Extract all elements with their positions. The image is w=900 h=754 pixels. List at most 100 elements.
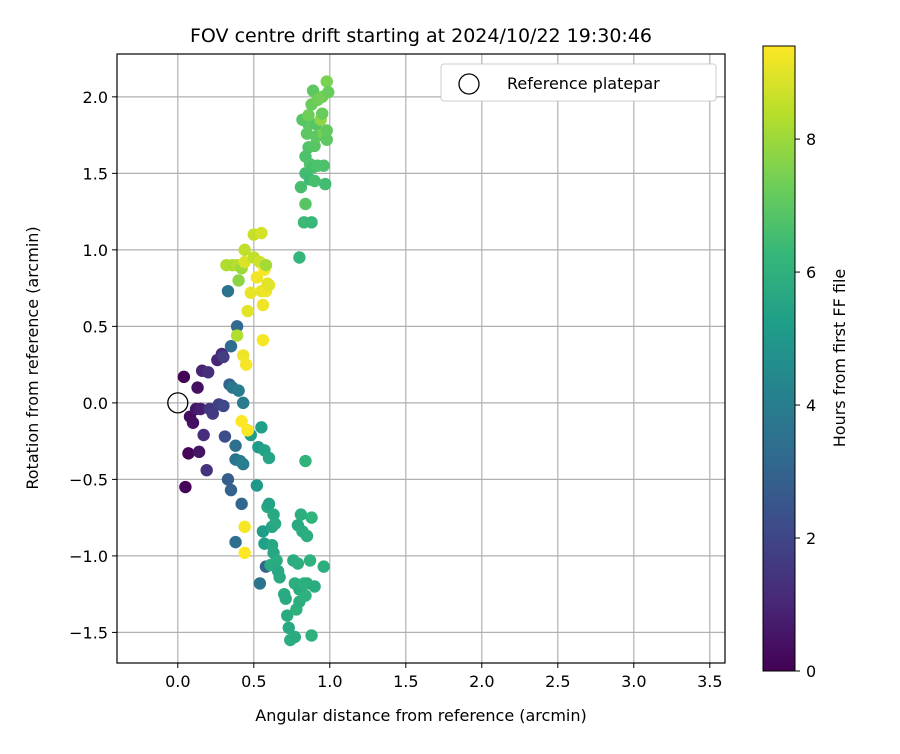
y-tick-label-4: 0.5 <box>83 317 108 336</box>
colorbar-gradient <box>762 45 796 672</box>
scatter-point-123 <box>241 304 254 318</box>
x-axis-ticks: 0.0 0.5 1.0 1.5 2.0 2.5 3.0 3.5 <box>165 663 723 691</box>
x-tick-label-3: 1.5 <box>393 672 418 691</box>
legend-marker-reference <box>458 73 480 95</box>
scatter-point-6 <box>191 381 204 394</box>
scatter-point-83 <box>293 251 306 264</box>
colorbar-tick-label-2: 4 <box>806 396 816 415</box>
scatter-point-4 <box>186 416 200 429</box>
scatter-point-27 <box>229 535 242 549</box>
scatter-point-41 <box>256 525 270 538</box>
scatter-point-78 <box>305 511 318 524</box>
scatter-point-143 <box>230 329 244 342</box>
scatter-point-1 <box>179 480 192 494</box>
scatter-point-82 <box>253 577 267 590</box>
colorbar-tick-label-1: 2 <box>806 529 816 548</box>
scatter-point-107 <box>319 177 332 191</box>
scatter-point-60 <box>282 621 295 635</box>
x-tick-label-1: 0.5 <box>241 672 266 691</box>
y-tick-label-7: 2.0 <box>83 88 108 107</box>
scatter-point-124 <box>244 286 257 299</box>
scatter-point-80 <box>308 580 321 593</box>
scatter-point-11 <box>200 464 213 477</box>
scatter-point-2 <box>182 447 195 460</box>
scatter-point-97 <box>308 174 321 188</box>
y-axis-label: Rotation from reference (arcmin) <box>23 226 42 489</box>
scatter-point-14 <box>206 407 219 420</box>
x-axis-label: Angular distance from reference (arcmin) <box>255 706 586 725</box>
y-tick-label-1: −1.0 <box>69 547 108 566</box>
scatter-point-140 <box>241 424 254 437</box>
scatter-point-109 <box>320 75 333 88</box>
scatter-point-76 <box>299 454 312 468</box>
chart-title: FOV centre drift starting at 2024/10/22 … <box>190 25 652 47</box>
scatter-point-84 <box>294 180 308 194</box>
y-tick-label-6: 1.5 <box>83 164 108 183</box>
scatter-point-119 <box>232 274 245 287</box>
scatter-point-12 <box>202 366 215 379</box>
colorbar-ticks: 0 2 4 6 8 <box>795 130 816 681</box>
scatter-point-81 <box>317 560 330 573</box>
scatter-point-0 <box>177 370 191 384</box>
scatter-point-136 <box>256 333 270 347</box>
scatter-point-20 <box>218 430 232 443</box>
scatter-point-108 <box>320 133 333 146</box>
scatter-point-127 <box>250 271 264 284</box>
scatter-point-54 <box>270 554 283 567</box>
scatter-point-31 <box>232 384 245 397</box>
colorbar-tick-label-0: 0 <box>806 662 816 681</box>
scatter-point-64 <box>288 630 302 644</box>
scatter-point-86 <box>299 197 312 211</box>
colorbar-tick-label-3: 6 <box>806 263 816 282</box>
scatter-point-121 <box>238 243 251 257</box>
scatter-point-29 <box>230 320 244 333</box>
x-tick-label-0: 0.0 <box>165 672 190 691</box>
scatter-point-28 <box>229 439 242 452</box>
y-axis-ticks: −1.5 −1.0 −0.5 0.0 0.5 1.0 1.5 2.0 <box>69 88 117 642</box>
scatter-point-144 <box>259 258 273 272</box>
scatter-point-7 <box>194 402 207 416</box>
scatter-point-92 <box>305 216 318 229</box>
x-tick-label-6: 3.0 <box>621 672 646 691</box>
scatter-point-70 <box>294 508 308 521</box>
scatter-point-103 <box>316 107 329 120</box>
colorbar-label: Hours from first FF file <box>830 269 849 448</box>
scatter-point-18 <box>217 350 230 364</box>
legend-box <box>440 63 717 102</box>
scatter-point-38 <box>250 479 264 492</box>
scatter-point-122 <box>238 255 251 269</box>
scatter-point-21 <box>221 284 235 298</box>
scatter-point-25 <box>224 340 238 353</box>
scatter-point-34 <box>236 457 250 471</box>
plot-frame <box>116 53 726 664</box>
x-tick-label-5: 2.5 <box>545 672 570 691</box>
scatter-point-53 <box>268 517 282 530</box>
x-tick-label-2: 1.0 <box>317 672 342 691</box>
scatter-point-79 <box>305 629 318 642</box>
reference-marker <box>167 392 189 414</box>
scatter-point-59 <box>281 609 294 622</box>
scatter-point-8 <box>192 445 206 459</box>
scatter-point-131 <box>256 298 270 312</box>
y-tick-label-3: 0.0 <box>83 394 108 413</box>
scatter-point-110 <box>320 124 333 137</box>
scatter-point-113 <box>299 150 312 163</box>
scatter-point-141 <box>238 520 251 534</box>
scatter-point-47 <box>262 497 276 511</box>
x-tick-label-4: 2.0 <box>469 672 494 691</box>
y-tick-label-2: −0.5 <box>69 470 108 489</box>
scatter-point-35 <box>236 396 250 410</box>
scatter-point-111 <box>322 86 335 99</box>
colorbar: 0 2 4 6 8 Hours from first FF file <box>762 45 849 681</box>
y-tick-label-5: 1.0 <box>83 241 108 260</box>
x-tick-label-7: 3.5 <box>697 672 722 691</box>
scatter-point-46 <box>262 451 276 465</box>
scatter-point-114 <box>300 127 314 140</box>
scatter-point-22 <box>221 473 235 486</box>
scatter-point-56 <box>273 571 286 584</box>
scatter-point-106 <box>317 159 330 172</box>
scatter-point-40 <box>255 421 268 434</box>
scatter-point-33 <box>235 497 248 511</box>
